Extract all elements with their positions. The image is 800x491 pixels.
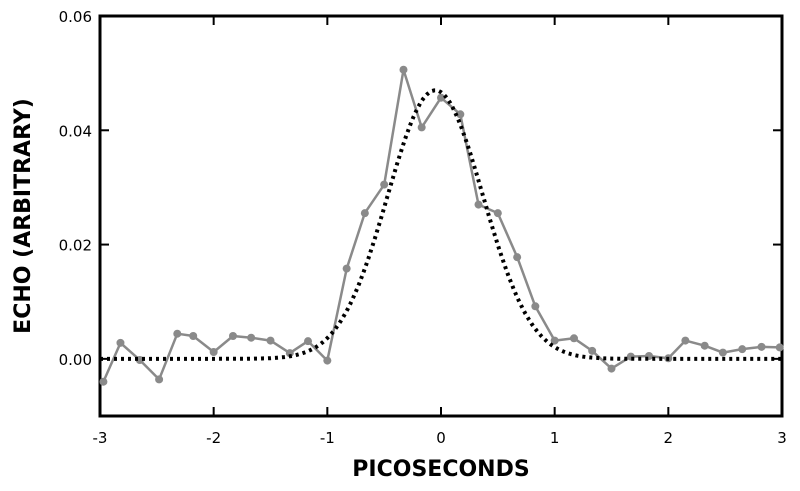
data-point [681, 336, 690, 345]
data-point [342, 264, 351, 273]
x-tick-label: 3 [777, 429, 787, 447]
x-tick-label: 1 [550, 429, 560, 447]
data-point [228, 332, 237, 340]
data-point [116, 338, 125, 347]
x-tick-label: 2 [664, 429, 674, 447]
data-point [417, 123, 426, 132]
data-point [474, 200, 483, 209]
y-axis-title: ECHO (ARBITRARY) [11, 98, 36, 334]
tick-labels: -3 -2 -1 0 1 2 3 0.00 0.02 0.04 0.06 [59, 8, 787, 447]
data-point [285, 349, 294, 358]
data-point [550, 336, 559, 345]
y-tick-label: 0.04 [59, 122, 92, 140]
x-tick-label: -2 [206, 429, 221, 447]
data-point [173, 329, 182, 338]
measured-series-line [102, 68, 780, 383]
data-point [99, 377, 108, 386]
data-point [155, 375, 164, 384]
x-axis-title: PICOSECONDS [352, 457, 529, 482]
data-point [323, 356, 332, 365]
data-point [360, 209, 369, 218]
y-tick-label: 0.06 [59, 8, 92, 26]
data-point [399, 65, 408, 74]
data-point [209, 348, 218, 356]
y-tick-label: 0.02 [59, 237, 92, 255]
data-point [456, 110, 465, 119]
data-point [607, 364, 616, 373]
gaussian-fit-line [100, 88, 782, 361]
series-layer [99, 65, 784, 386]
data-point [380, 180, 389, 189]
data-point [437, 93, 445, 102]
data-point [757, 342, 766, 351]
x-tick-label: -1 [320, 429, 335, 447]
y-tick-label: 0.00 [59, 351, 92, 369]
data-point [700, 341, 709, 350]
data-point [588, 346, 597, 355]
ticks [99, 15, 783, 416]
data-point [718, 348, 727, 357]
data-point [775, 343, 784, 352]
data-point [304, 337, 313, 346]
data-point [493, 209, 502, 218]
data-point [513, 253, 522, 262]
data-point [531, 302, 540, 311]
data-point [266, 336, 275, 345]
data-point [247, 333, 256, 342]
x-tick-label: 0 [436, 429, 446, 447]
plot-frame [98, 14, 784, 418]
data-point [189, 332, 198, 340]
data-point [738, 345, 747, 354]
x-tick-label: -3 [93, 429, 108, 447]
data-point [569, 334, 578, 343]
